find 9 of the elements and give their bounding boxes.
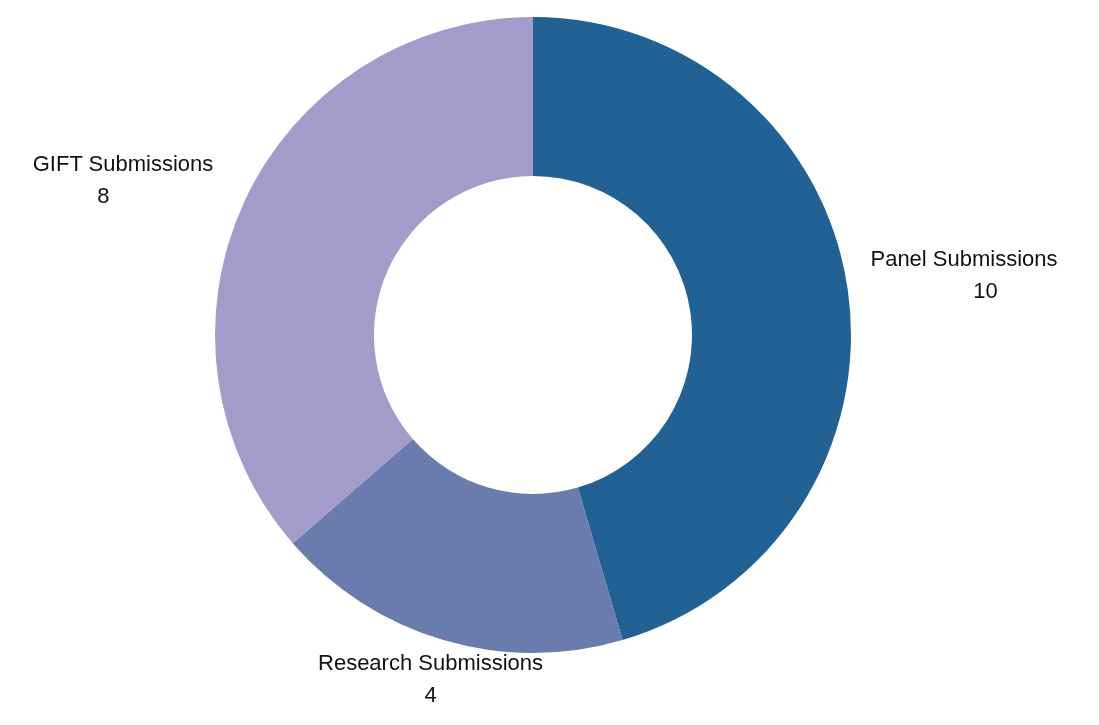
data-label: 8 xyxy=(97,183,110,209)
donut-slice xyxy=(292,439,623,653)
slice-label: GIFT Submissions xyxy=(32,151,214,177)
donut-slice xyxy=(215,17,533,544)
slice-label: Research Submissions xyxy=(318,649,544,675)
data-label: 4 xyxy=(424,681,437,707)
donut-slice xyxy=(533,17,851,641)
slice-label: Panel Submissions xyxy=(870,245,1058,271)
data-label: 10 xyxy=(973,277,998,303)
